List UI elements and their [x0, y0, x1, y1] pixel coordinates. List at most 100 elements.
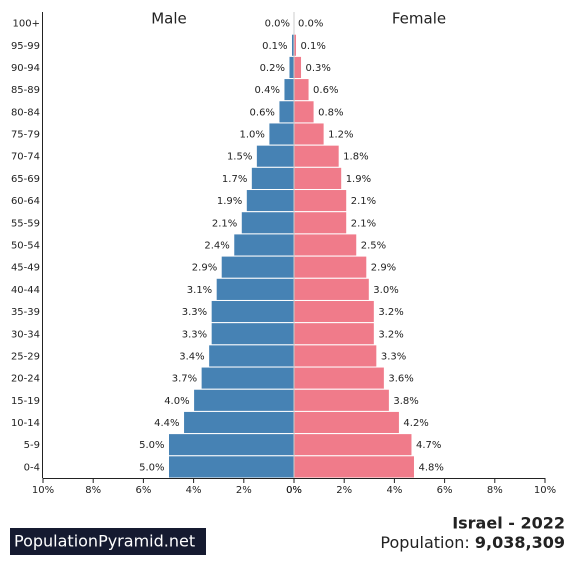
- value-label: 0.6%: [313, 85, 338, 96]
- value-label: 0.0%: [298, 19, 323, 30]
- bar: [293, 255, 368, 279]
- y-tick-label: 10-14: [11, 418, 40, 429]
- bar: [208, 344, 295, 368]
- bar: [293, 366, 385, 390]
- value-label: 1.7%: [222, 174, 247, 185]
- value-label: 3.4%: [179, 351, 204, 362]
- bar: [293, 144, 340, 168]
- value-label: 4.7%: [416, 440, 441, 451]
- y-tick-label: 15-19: [11, 396, 40, 407]
- brand-box: [10, 528, 206, 555]
- value-label: 1.2%: [328, 130, 353, 141]
- bar: [293, 388, 390, 412]
- bar: [293, 410, 400, 435]
- y-tick-label: 20-24: [11, 374, 40, 385]
- value-label: 0.6%: [250, 107, 275, 118]
- value-label: 0.0%: [265, 19, 290, 30]
- value-label: 4.2%: [403, 418, 428, 429]
- x-tick-label: 10%: [32, 485, 54, 496]
- y-tick-label: 0-4: [24, 462, 40, 473]
- value-label: 0.4%: [255, 85, 280, 96]
- x-tick-label: 0%: [286, 485, 302, 496]
- value-label: 2.5%: [361, 241, 386, 252]
- x-tick-label: 8%: [85, 485, 101, 496]
- bar: [283, 78, 295, 102]
- x-tick-label: 6%: [437, 485, 453, 496]
- value-label: 3.1%: [187, 285, 212, 296]
- x-tick-label: 6%: [135, 485, 151, 496]
- value-label: 0.1%: [301, 41, 326, 52]
- y-tick-label: 35-39: [11, 307, 40, 318]
- y-tick-label: 55-59: [11, 218, 40, 229]
- value-label: 2.9%: [192, 263, 217, 274]
- bar: [293, 122, 325, 146]
- y-tick-label: 65-69: [11, 174, 40, 185]
- x-tick-label: 10%: [534, 485, 556, 496]
- value-label: 3.3%: [182, 329, 207, 340]
- value-label: 0.3%: [306, 63, 331, 74]
- y-tick-label: 80-84: [11, 107, 40, 118]
- x-tick-label: 2%: [336, 485, 352, 496]
- value-label: 3.3%: [182, 307, 207, 318]
- bar: [293, 78, 310, 102]
- y-tick-label: 85-89: [11, 85, 40, 96]
- bar: [210, 322, 295, 346]
- y-tick-label: 45-49: [11, 263, 40, 274]
- y-tick-label: 60-64: [11, 196, 40, 207]
- bar: [168, 455, 295, 479]
- x-tick-label: 4%: [186, 485, 202, 496]
- value-label: 0.1%: [262, 41, 287, 52]
- value-label: 2.1%: [351, 196, 376, 207]
- bar: [183, 410, 295, 435]
- bar: [250, 166, 295, 191]
- bar: [293, 322, 375, 346]
- x-tick-label: 0%: [286, 485, 302, 496]
- value-label: 1.0%: [239, 130, 264, 141]
- value-label: 2.9%: [371, 263, 396, 274]
- y-tick-label: 95-99: [11, 41, 40, 52]
- value-label: 3.0%: [373, 285, 398, 296]
- value-label: 1.8%: [343, 152, 368, 163]
- value-label: 3.2%: [378, 329, 403, 340]
- bar: [293, 299, 375, 324]
- value-label: 4.0%: [164, 396, 189, 407]
- y-tick-label: 100+: [13, 19, 40, 30]
- value-label: 3.7%: [172, 374, 197, 385]
- brand: PopulationPyramid.net: [14, 532, 195, 551]
- bar: [278, 100, 295, 124]
- bar: [288, 55, 295, 80]
- bar: [210, 299, 295, 324]
- footer-title: Israel - 2022: [452, 514, 565, 533]
- bar: [293, 55, 303, 80]
- value-label: 3.6%: [388, 374, 413, 385]
- bar: [268, 122, 295, 146]
- y-tick-label: 50-54: [11, 241, 40, 252]
- bar: [255, 144, 295, 168]
- value-label: 2.4%: [204, 241, 229, 252]
- y-tick-label: 25-29: [11, 351, 40, 362]
- population-value: 9,038,309: [475, 533, 565, 552]
- x-tick-label: 8%: [487, 485, 503, 496]
- bar: [293, 455, 415, 479]
- y-tick-label: 30-34: [11, 329, 40, 340]
- bar: [293, 344, 378, 368]
- value-label: 1.5%: [227, 152, 252, 163]
- value-label: 5.0%: [139, 462, 164, 473]
- x-tick-label: 2%: [236, 485, 252, 496]
- bar: [293, 211, 348, 235]
- value-label: 3.2%: [378, 307, 403, 318]
- value-label: 1.9%: [217, 196, 242, 207]
- series-title: Male: [151, 10, 187, 28]
- bar: [200, 366, 295, 390]
- bar: [245, 189, 295, 213]
- value-label: 0.2%: [260, 63, 285, 74]
- y-tick-label: 40-44: [11, 285, 40, 296]
- bar: [215, 277, 295, 301]
- population-label: Population:: [380, 533, 469, 552]
- value-label: 1.9%: [346, 174, 371, 185]
- bar: [293, 100, 315, 124]
- bar: [293, 433, 413, 457]
- bar: [293, 189, 348, 213]
- value-label: 0.8%: [318, 107, 343, 118]
